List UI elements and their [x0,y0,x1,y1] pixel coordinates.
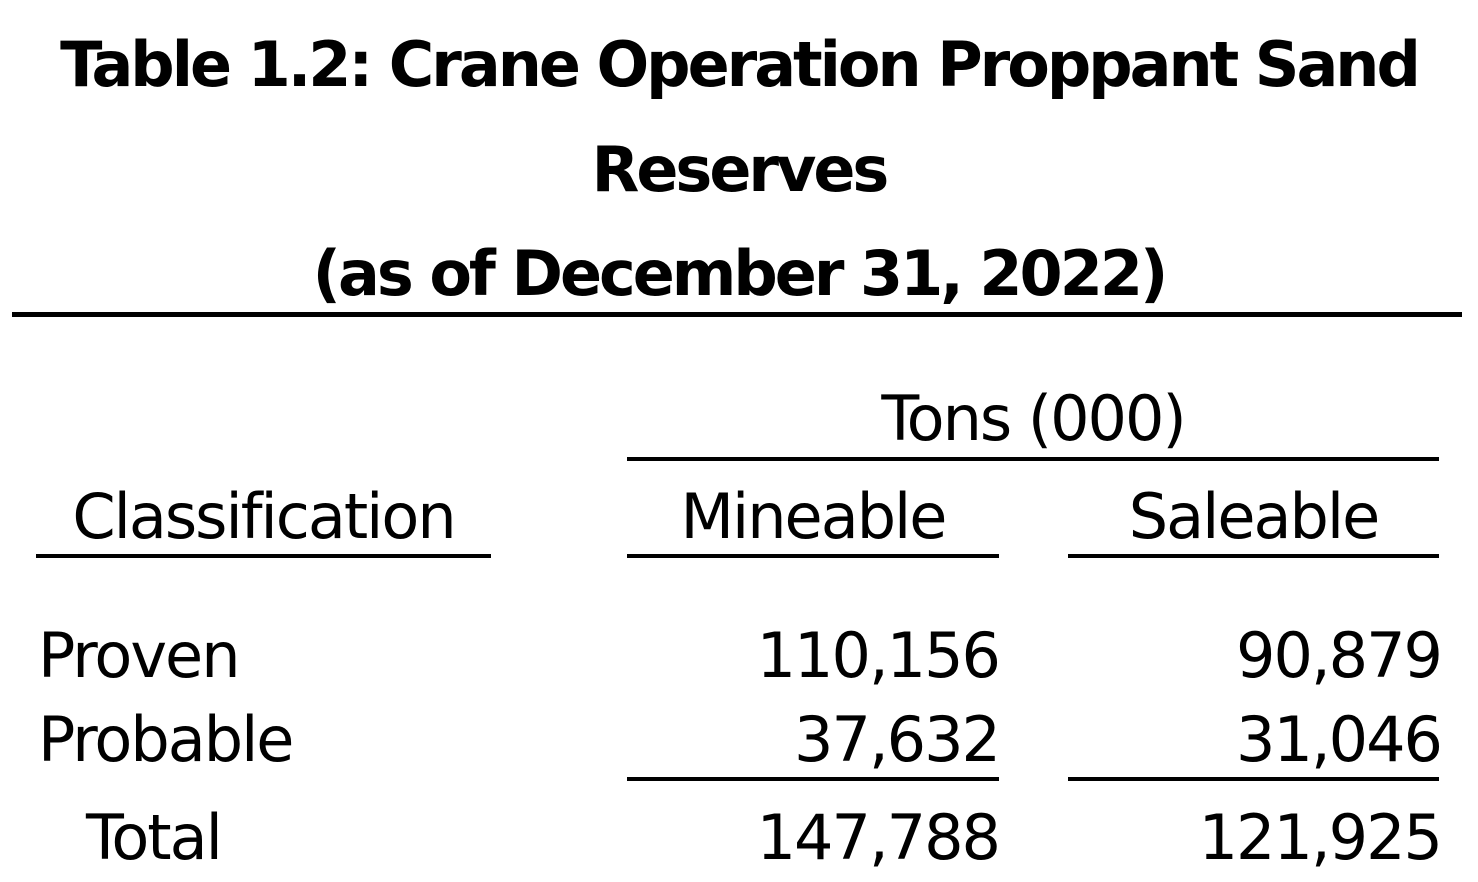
row-label-probable: Probable [38,703,294,776]
title-line-2: Reserves [591,133,890,206]
column-header-mineable: Mineable [680,480,948,553]
probable-mineable-value: 37,632 [794,703,1001,776]
probable-saleable-value: 31,046 [1236,703,1443,776]
title-line-1: Table 1.2: Crane Operation Proppant Sand [60,28,1421,101]
proven-saleable-value: 90,879 [1236,619,1443,692]
group-header-tons: Tons (000) [881,382,1186,455]
title-divider [12,312,1462,317]
proven-mineable-value: 110,156 [756,619,1001,692]
saleable-underline [1068,554,1439,558]
column-header-classification: Classification [72,480,456,553]
title-line-3: (as of December 31, 2022) [312,237,1169,310]
saleable-total-rule [1068,777,1439,781]
row-label-total: Total [86,801,223,874]
mineable-total-rule [627,777,999,781]
row-label-proven: Proven [38,619,240,692]
classification-underline [36,554,491,558]
column-header-saleable: Saleable [1128,480,1380,553]
group-header-underline [627,457,1439,461]
total-saleable-value: 121,925 [1198,801,1443,874]
mineable-underline [627,554,999,558]
total-mineable-value: 147,788 [756,801,1001,874]
